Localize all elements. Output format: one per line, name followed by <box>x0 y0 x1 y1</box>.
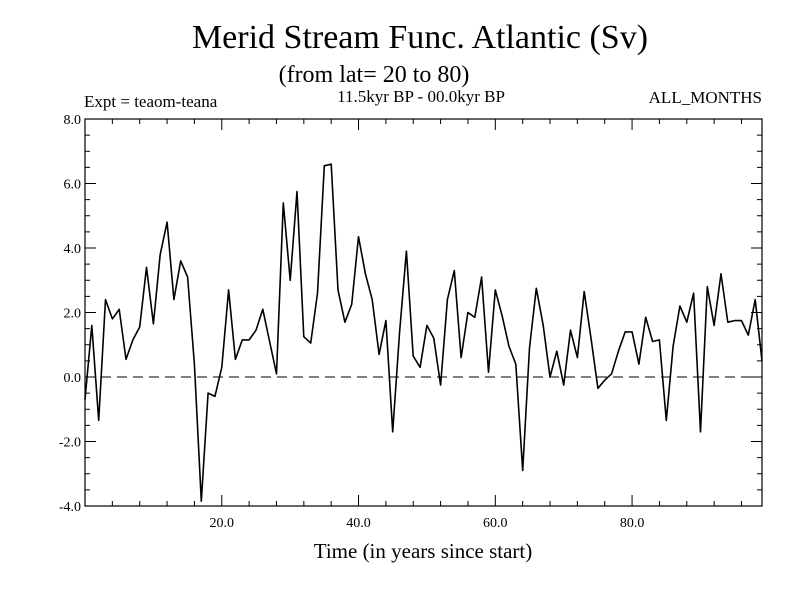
plot-area: -4.0 -2.0 0.0 2.0 4.0 6.0 8.0 20.0 40.0 60.0 80.0 <box>59 113 763 531</box>
x-axis-tick-labels: 20.0 40.0 60.0 80.0 <box>210 516 645 531</box>
x-axis-ticks <box>111 119 742 506</box>
plot-frame <box>84 118 763 507</box>
x-axis-label: Time (in years since start) <box>314 539 533 563</box>
chart-subtitle: (from lat= 20 to 80) <box>279 62 470 88</box>
y-tick-label: 0.0 <box>64 371 82 386</box>
x-tick-label: 40.0 <box>346 516 371 531</box>
x-tick-label: 20.0 <box>210 516 235 531</box>
y-tick-label: 2.0 <box>64 307 82 322</box>
series-line <box>84 163 763 503</box>
y-tick-label: 4.0 <box>64 242 82 257</box>
y-axis-ticks <box>85 118 762 507</box>
y-tick-label: 8.0 <box>64 113 82 128</box>
time-range-label: 11.5kyr BP - 00.0kyr BP <box>337 87 505 106</box>
experiment-label: Expt = teaom-teana <box>84 92 218 111</box>
x-tick-label: 80.0 <box>620 516 645 531</box>
chart-title: Merid Stream Func. Atlantic (Sv) <box>192 19 648 56</box>
y-axis-tick-labels: -4.0 -2.0 0.0 2.0 4.0 6.0 8.0 <box>59 113 81 515</box>
y-tick-label: 6.0 <box>64 178 82 193</box>
x-tick-label: 60.0 <box>483 516 508 531</box>
y-tick-label: -4.0 <box>59 500 81 515</box>
months-label: ALL_MONTHS <box>649 88 762 107</box>
y-tick-label: -2.0 <box>59 436 81 451</box>
